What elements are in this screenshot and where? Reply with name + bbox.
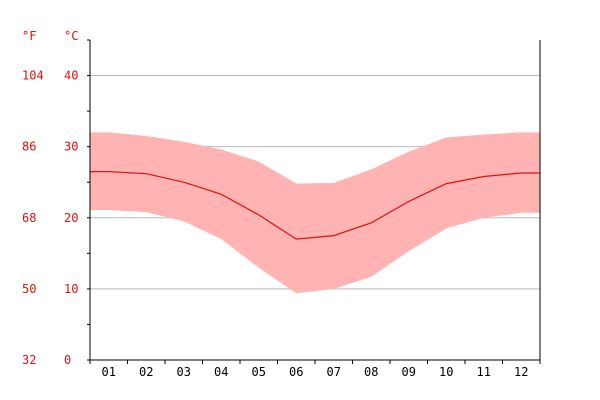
y-label-c-10: 10 bbox=[64, 282, 78, 296]
x-label-09: 09 bbox=[402, 365, 416, 379]
x-label-02: 02 bbox=[139, 365, 153, 379]
y-label-f-104: 104 bbox=[22, 69, 44, 83]
y-label-c-30: 30 bbox=[64, 140, 78, 154]
celsius-unit-label: °C bbox=[64, 29, 78, 43]
x-label-08: 08 bbox=[364, 365, 378, 379]
y-label-c-40: 40 bbox=[64, 69, 78, 83]
x-label-05: 05 bbox=[252, 365, 266, 379]
axes bbox=[87, 39, 541, 364]
y-label-f-50: 50 bbox=[22, 282, 36, 296]
y-label-c-0: 0 bbox=[64, 353, 71, 367]
y-label-f-32: 32 bbox=[22, 353, 36, 367]
y-label-f-86: 86 bbox=[22, 140, 36, 154]
mean-temperature-line bbox=[90, 171, 540, 240]
y-axis-labels: 32 0 50 10 68 20 86 30 104 40 bbox=[22, 69, 78, 367]
x-label-11: 11 bbox=[477, 365, 491, 379]
y-label-f-68: 68 bbox=[22, 211, 36, 225]
x-label-04: 04 bbox=[214, 365, 228, 379]
fahrenheit-unit-label: °F bbox=[22, 29, 36, 43]
x-label-10: 10 bbox=[439, 365, 453, 379]
min-max-range-band bbox=[90, 132, 540, 294]
x-label-01: 01 bbox=[102, 365, 116, 379]
x-axis-labels: 01 02 03 04 05 06 07 08 09 10 11 12 bbox=[102, 365, 529, 379]
x-label-03: 03 bbox=[177, 365, 191, 379]
y-label-c-20: 20 bbox=[64, 211, 78, 225]
x-label-07: 07 bbox=[327, 365, 341, 379]
x-label-12: 12 bbox=[514, 365, 528, 379]
x-label-06: 06 bbox=[289, 365, 303, 379]
